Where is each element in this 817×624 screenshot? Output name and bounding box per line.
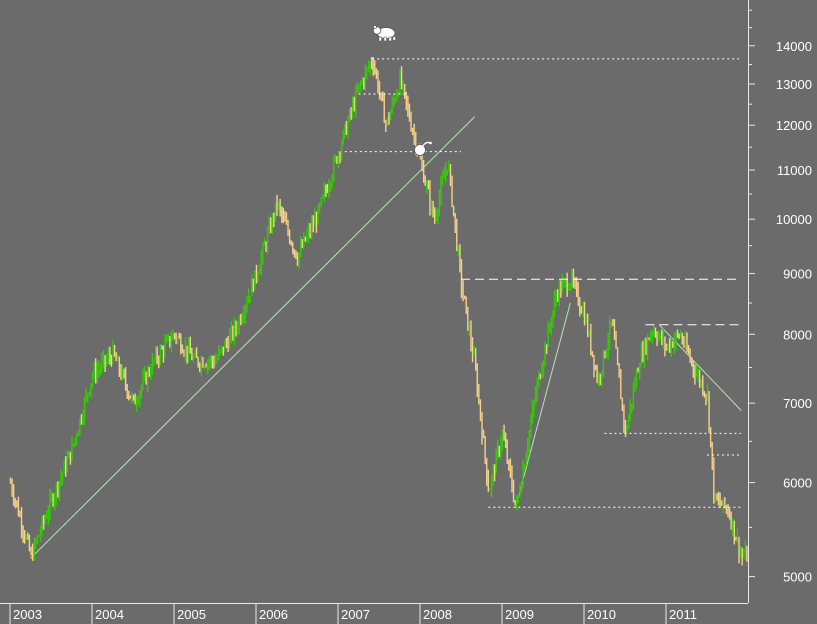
bear-icon: [372, 25, 396, 42]
x-tick-label: 2008: [423, 607, 452, 622]
price-axis: 5000 6000 7000 8000 9000 10000 11000 12000 13000…: [749, 9, 812, 585]
y-tick-label: 12000: [776, 118, 812, 133]
x-tick-label: 2009: [505, 607, 534, 622]
trend-line: [30, 116, 476, 559]
y-tick-label: 14000: [776, 39, 812, 54]
support-resistance-lines: [344, 58, 742, 508]
y-tick-label: 7000: [783, 396, 812, 411]
x-tick-label: 2004: [95, 607, 124, 622]
x-tick-label: 2003: [13, 607, 42, 622]
axis-corner: [749, 604, 817, 624]
y-tick-label: 11000: [777, 163, 812, 178]
x-tick-label: 2007: [341, 607, 370, 622]
y-tick-label: 5000: [783, 570, 812, 585]
y-tick-label: 13000: [776, 77, 812, 92]
y-tick-label: 8000: [783, 327, 812, 342]
bomb-icon: [414, 141, 432, 156]
x-tick-label: 2011: [669, 607, 697, 622]
y-tick-label: 10000: [776, 212, 812, 227]
y-tick-label: 6000: [783, 476, 812, 491]
trend-line: [658, 324, 742, 411]
time-axis: 2003 2004 2005 2006 2007 2008 2009 2010 2011: [9, 604, 697, 624]
x-tick-label: 2006: [259, 607, 288, 622]
trendlines: [30, 116, 742, 559]
y-tick-label: 9000: [783, 267, 812, 282]
price-bars: [9, 56, 750, 567]
trend-line: [515, 302, 571, 508]
x-tick-label: 2005: [177, 607, 206, 622]
x-tick-label: 2010: [587, 607, 616, 622]
